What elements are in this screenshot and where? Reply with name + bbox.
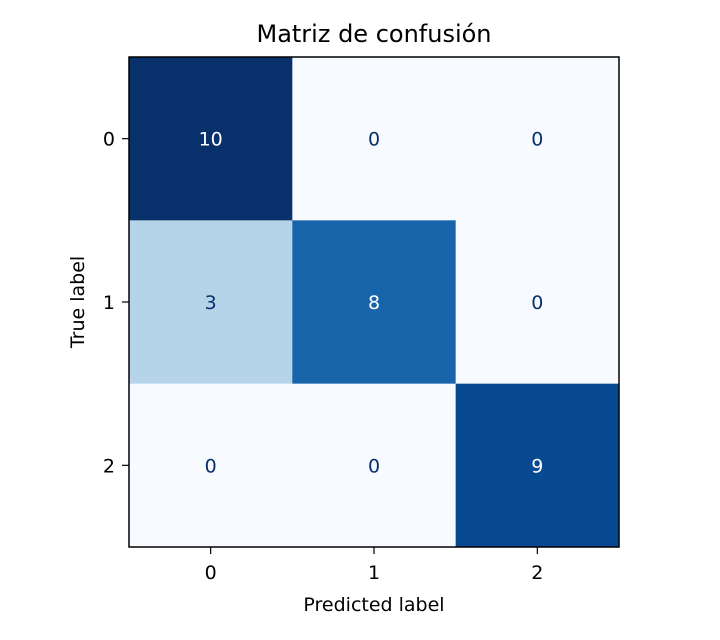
cell-value-r1-c0: 3 [205, 292, 217, 314]
cell-value-r0-c1: 0 [368, 129, 380, 151]
x-tick-label-1: 1 [368, 562, 380, 584]
heatmap-cell-r0-c1 [292, 57, 457, 221]
heatmap-cell-r2-c2 [455, 383, 620, 548]
heatmap-cell-r0-c2 [455, 57, 620, 221]
x-tick-label-0: 0 [205, 562, 217, 584]
y-tick-label-1: 1 [103, 292, 115, 314]
heatmap-cell-r2-c0 [129, 383, 293, 548]
chart-title: Matriz de confusión [256, 20, 491, 48]
cell-value-r1-c2: 0 [531, 292, 543, 314]
cell-value-r2-c2: 9 [531, 455, 543, 477]
cell-value-r2-c1: 0 [368, 455, 380, 477]
heatmap-cell-r1-c2 [455, 220, 620, 385]
heatmap-cells [129, 57, 620, 548]
cell-value-r0-c0: 10 [199, 129, 223, 151]
y-axis-label: True label [67, 256, 89, 349]
heatmap-cell-r1-c1 [292, 220, 457, 385]
x-tick-label-2: 2 [531, 562, 543, 584]
x-axis-ticks: 0 1 2 [205, 547, 543, 584]
cell-value-r2-c0: 0 [205, 455, 217, 477]
cell-value-r1-c1: 8 [368, 292, 380, 314]
heatmap-cell-r1-c0 [129, 220, 293, 385]
y-axis-ticks: 0 1 2 [103, 129, 129, 477]
heatmap-cell-labels: 10 0 0 3 8 0 0 0 9 [199, 129, 544, 478]
heatmap-cell-r2-c1 [292, 383, 457, 548]
y-tick-label-0: 0 [103, 129, 115, 151]
y-tick-label-2: 2 [103, 455, 115, 477]
x-axis-label: Predicted label [303, 594, 444, 616]
cell-value-r0-c2: 0 [531, 129, 543, 151]
heatmap-cell-r0-c0 [129, 57, 293, 221]
